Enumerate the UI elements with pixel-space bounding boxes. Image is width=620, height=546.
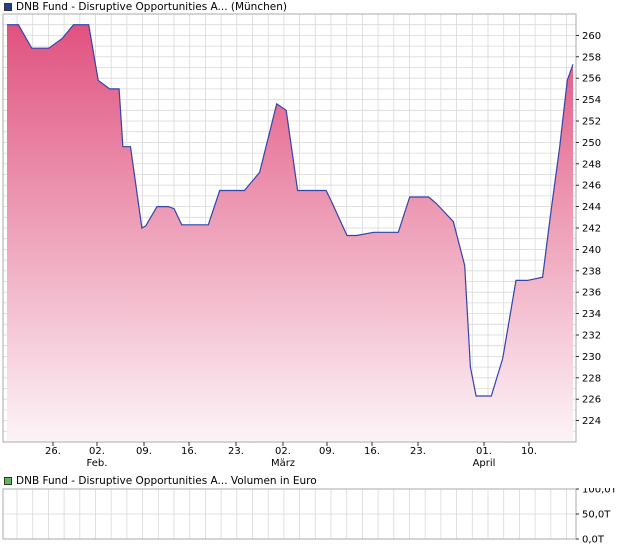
volume-y-tick-label: 0,0T	[582, 535, 605, 546]
x-tick-label: 16.	[181, 446, 197, 457]
y-tick-label: 252	[582, 117, 601, 128]
x-tick-label: 02.	[89, 446, 105, 457]
x-tick-label: 26.	[45, 446, 61, 457]
x-tick-label: 16.	[364, 446, 380, 457]
volume-y-axis: 100,0T 50,0T 0,0T	[576, 488, 618, 546]
y-tick-label: 258	[582, 52, 601, 63]
volume-legend-swatch	[4, 477, 12, 485]
x-tick-label: 23.	[228, 446, 244, 457]
y-tick-label: 226	[582, 395, 601, 406]
y-tick-label: 254	[582, 95, 601, 106]
price-y-axis: 224 226 228 230 232 234 236 238 240 242 244 246 248 2…	[576, 31, 601, 427]
price-legend-label: DNB Fund - Disruptive Opportunities A...…	[16, 1, 287, 13]
y-tick-label: 240	[582, 245, 601, 256]
x-tick-month-label: Feb.	[87, 458, 108, 469]
volume-y-tick-label: 50,0T	[582, 510, 611, 521]
price-legend: DNB Fund - Disruptive Opportunities A...…	[4, 0, 287, 14]
y-tick-label: 256	[582, 74, 601, 85]
volume-grid	[3, 489, 576, 539]
volume-y-tick-label: 100,0T	[582, 488, 618, 496]
y-tick-label: 232	[582, 331, 601, 342]
x-tick-month-label: März	[271, 458, 295, 469]
price-area	[7, 24, 573, 442]
x-tick-label: 09.	[319, 446, 335, 457]
x-tick-month-label: April	[473, 458, 496, 469]
y-tick-label: 244	[582, 202, 601, 213]
volume-legend: DNB Fund - Disruptive Opportunities A...…	[4, 474, 317, 488]
y-tick-label: 246	[582, 181, 601, 192]
y-tick-label: 236	[582, 288, 601, 299]
price-legend-swatch	[4, 3, 12, 11]
x-tick-label: 09.	[136, 446, 152, 457]
y-tick-label: 260	[582, 31, 601, 42]
y-tick-label: 238	[582, 266, 601, 277]
x-tick-label: 02.	[275, 446, 291, 457]
volume-chart: 100,0T 50,0T 0,0T	[2, 488, 618, 546]
y-tick-label: 230	[582, 352, 601, 363]
x-tick-label: 23.	[410, 446, 426, 457]
volume-legend-label: DNB Fund - Disruptive Opportunities A...…	[16, 475, 317, 487]
price-line	[7, 24, 574, 397]
y-tick-label: 250	[582, 138, 601, 149]
y-tick-label: 228	[582, 373, 601, 384]
y-tick-label: 224	[582, 416, 601, 427]
y-tick-label: 248	[582, 159, 601, 170]
y-tick-label: 234	[582, 309, 601, 320]
price-chart: 224 226 228 230 232 234 236 238 240 242 244 246 248 2…	[2, 13, 601, 469]
x-tick-label: 10.	[521, 446, 537, 457]
y-tick-label: 242	[582, 224, 601, 235]
x-tick-label: 01.	[476, 446, 492, 457]
